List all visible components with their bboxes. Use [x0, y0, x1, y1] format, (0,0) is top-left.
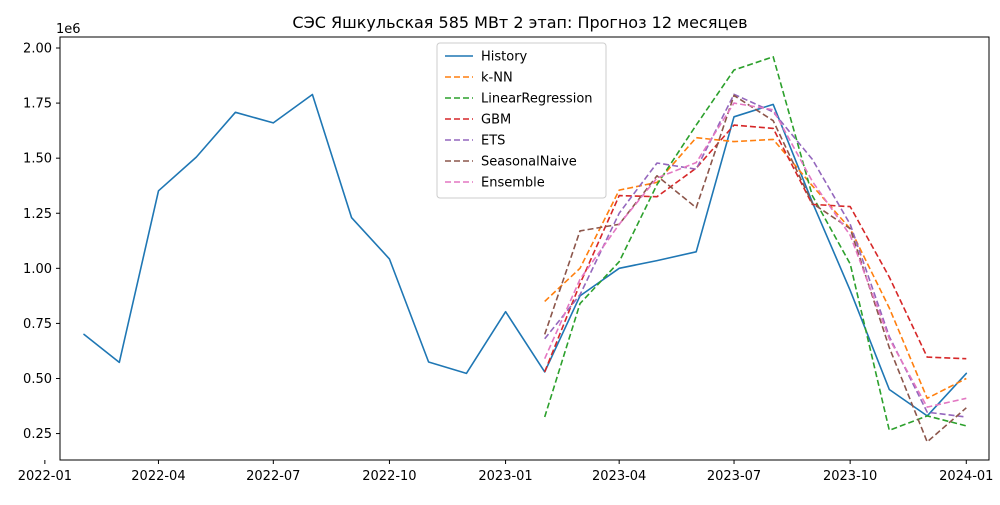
series-line-gbm: [543, 124, 967, 373]
series-line-ets: [544, 93, 967, 418]
y-tick-label: 1.25: [23, 207, 52, 222]
legend-label: SeasonalNaive: [481, 155, 577, 170]
y-axis-offset-label: 1e6: [56, 22, 81, 37]
y-tick-label: 0.50: [23, 372, 52, 387]
legend: History k-NN LinearRegression GBM ETS Seasona…: [436, 42, 607, 199]
y-tick-label: 1.75: [23, 97, 52, 112]
legend-label: ETS: [481, 134, 505, 149]
x-tick-label: 2022-10: [362, 469, 416, 484]
series-line-linearregression: [543, 55, 967, 432]
x-tick-label: 2023-10: [823, 469, 877, 484]
plot-frame: [59, 36, 990, 461]
series-line-ensemble: [543, 102, 967, 408]
legend-label: Ensemble: [481, 176, 545, 191]
y-tick-label: 1.00: [23, 262, 52, 277]
legend-label: History: [481, 50, 528, 65]
x-tick-label: 2022-01: [18, 469, 72, 484]
legend-box: [436, 42, 607, 199]
x-tick-label: 2022-07: [246, 469, 300, 484]
y-tick-label: 0.75: [23, 317, 52, 332]
series-line-history: [83, 93, 968, 417]
axes: 2022-01 2022-04 2022-07 2022-10 2023-01 2023-…: [18, 36, 993, 484]
legend-label: GBM: [481, 113, 511, 128]
series-line-seasonalnaive: [543, 94, 967, 443]
series-lines: [83, 55, 968, 443]
chart-title: СЭС Яшкульская 585 МВт 2 этап: Прогноз 1…: [292, 13, 747, 32]
series-line-k-nn: [544, 136, 967, 400]
x-tick-label: 2023-07: [707, 469, 761, 484]
y-tick-label: 2.00: [23, 42, 52, 57]
legend-label: k-NN: [481, 71, 513, 86]
x-tick-label: 2023-01: [478, 469, 532, 484]
x-tick-label: 2022-04: [131, 469, 185, 484]
x-tick-label: 2023-04: [592, 469, 646, 484]
y-tick-label: 0.25: [23, 427, 52, 442]
legend-label: LinearRegression: [481, 92, 593, 107]
y-tick-label: 1.50: [23, 152, 52, 167]
x-tick-label: 2024-01: [939, 469, 993, 484]
